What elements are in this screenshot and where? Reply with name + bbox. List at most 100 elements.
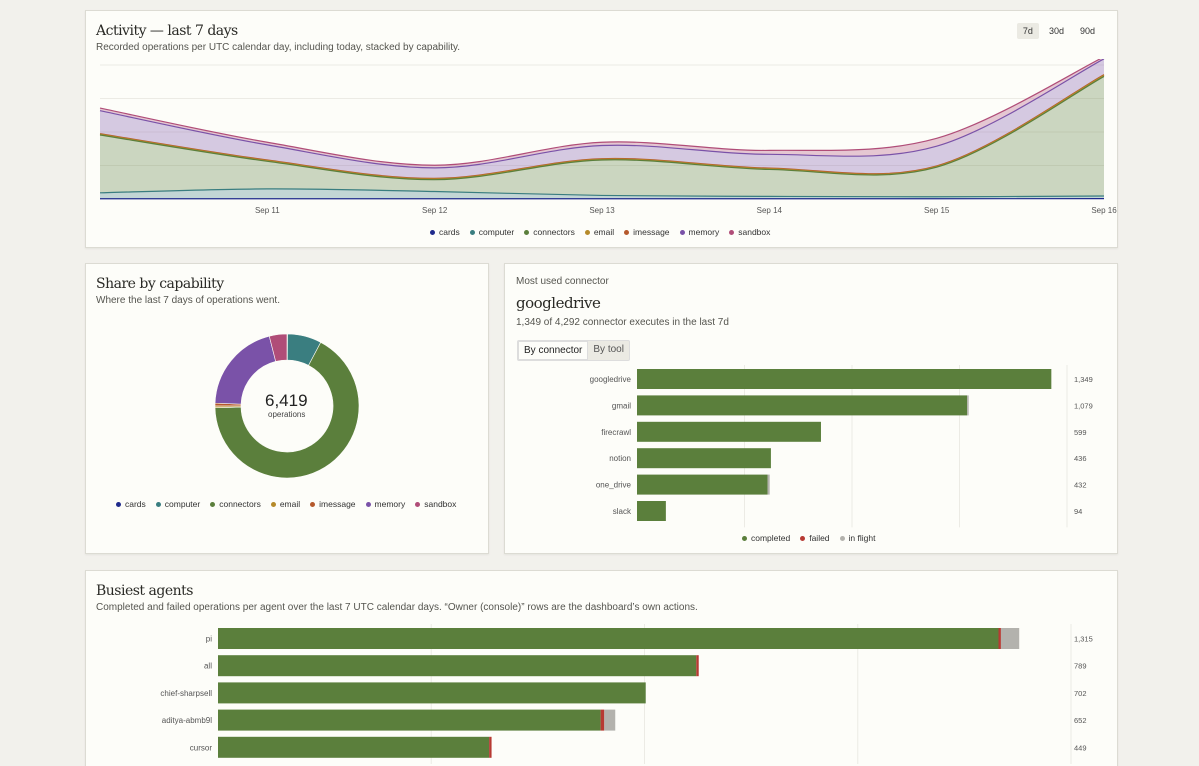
agents-bar-chart: pi 1,315 all 789 chief-sharpsell 702 aditya-ab… bbox=[160, 624, 1093, 764]
bar-completed bbox=[218, 709, 601, 731]
area-line-sandbox bbox=[99, 59, 1102, 166]
legend-swatch bbox=[210, 501, 216, 507]
tab-by-tool[interactable]: By tool bbox=[593, 344, 624, 355]
share-title: Share by capability bbox=[96, 276, 224, 292]
legend-item-in-flight: in flight bbox=[839, 533, 876, 543]
activity-area-chart: Sep 11 Sep 12 Sep 13 Sep 14 Sep 15 Sep 16 bbox=[99, 59, 1117, 215]
activity-legend: cards computer connectors email imessage memo… bbox=[430, 227, 770, 237]
legend-swatch bbox=[729, 229, 735, 235]
bar-value-label: 94 bbox=[1074, 507, 1082, 516]
bar-completed bbox=[637, 421, 821, 442]
legend-label: connectors bbox=[219, 499, 261, 509]
x-tick-label: Sep 16 bbox=[1091, 206, 1117, 215]
legend-item-cards: cards bbox=[116, 499, 146, 509]
bar-value-label: 1,315 bbox=[1074, 635, 1093, 644]
x-tick-label: Sep 14 bbox=[757, 206, 783, 215]
area-line-memory bbox=[99, 59, 1105, 169]
activity-subtitle: Recorded operations per UTC calendar day… bbox=[96, 42, 461, 53]
legend-swatch bbox=[310, 501, 316, 507]
bar-value-label: 652 bbox=[1074, 716, 1087, 725]
share-card: Share by capability Where the last 7 day… bbox=[85, 263, 489, 554]
bar-in-flight bbox=[767, 474, 770, 495]
donut-slice-sandbox bbox=[268, 333, 288, 362]
donut-total-label: operations bbox=[268, 410, 306, 419]
legend-swatch bbox=[430, 229, 435, 235]
connector-card: Most used connector googledrive 1,349 of… bbox=[504, 263, 1118, 554]
area-line-imessage bbox=[99, 74, 1105, 179]
legend-swatch bbox=[270, 501, 276, 507]
legend-swatch bbox=[679, 229, 685, 235]
agents-card: Busiest agents Completed and failed oper… bbox=[85, 570, 1118, 766]
range-7d-button[interactable]: 7d bbox=[1016, 23, 1039, 39]
legend-label: memory bbox=[688, 227, 720, 237]
legend-item-email: email bbox=[584, 227, 615, 237]
bar-completed bbox=[637, 501, 666, 521]
bar-value-label: 599 bbox=[1074, 428, 1087, 437]
legend-item-completed: completed bbox=[742, 533, 790, 543]
legend-label: imessage bbox=[319, 499, 356, 509]
bar-failed bbox=[600, 709, 605, 731]
area-connectors bbox=[100, 76, 1104, 197]
x-tick-label: Sep 13 bbox=[589, 206, 615, 215]
activity-title: Activity — last 7 days bbox=[96, 23, 238, 39]
legend-label: computer bbox=[164, 499, 201, 509]
area-line-email bbox=[99, 74, 1105, 180]
legend-swatch bbox=[116, 501, 121, 507]
legend-item-cards: cards bbox=[430, 227, 460, 237]
range-90d-button[interactable]: 90d bbox=[1079, 26, 1095, 36]
legend-item-connectors: connectors bbox=[524, 227, 575, 237]
area-memory bbox=[100, 59, 1104, 179]
bar-completed bbox=[637, 395, 968, 416]
activity-card: Activity — last 7 days Recorded operatio… bbox=[85, 10, 1118, 248]
legend-label: failed bbox=[809, 533, 830, 543]
legend-label: cards bbox=[439, 227, 460, 237]
bar-in-flight bbox=[967, 395, 969, 416]
bar-category-label: chief-sharpsell bbox=[160, 689, 212, 698]
bar-completed bbox=[218, 628, 999, 649]
bar-category-label: gmail bbox=[612, 401, 631, 410]
agents-title: Busiest agents bbox=[96, 583, 193, 599]
legend-label: cards bbox=[125, 499, 146, 509]
legend-label: connectors bbox=[533, 227, 575, 237]
legend-label: email bbox=[593, 227, 615, 237]
bar-category-label: pi bbox=[206, 635, 212, 644]
legend-label: sandbox bbox=[738, 227, 771, 237]
legend-swatch bbox=[742, 535, 747, 541]
bar-value-label: 702 bbox=[1074, 689, 1087, 698]
bar-failed bbox=[696, 655, 699, 677]
bar-value-label: 436 bbox=[1074, 454, 1087, 463]
bar-completed bbox=[637, 474, 768, 495]
legend-swatch bbox=[365, 501, 371, 507]
bar-category-label: all bbox=[204, 662, 212, 671]
x-tick-label: Sep 12 bbox=[422, 206, 448, 215]
bar-value-label: 432 bbox=[1074, 481, 1087, 490]
donut-slice-connectors bbox=[214, 341, 360, 479]
bar-category-label: slack bbox=[613, 507, 632, 516]
bar-category-label: one_drive bbox=[596, 481, 632, 490]
legend-item-sandbox: sandbox bbox=[729, 227, 770, 237]
legend-label: email bbox=[279, 499, 301, 509]
connector-bar-chart: googledrive 1,349 gmail 1,079 firecrawl 599 no… bbox=[590, 365, 1093, 528]
bar-completed bbox=[218, 736, 490, 758]
legend-swatch bbox=[839, 535, 845, 541]
bar-value-label: 1,349 bbox=[1074, 375, 1093, 384]
legend-label: computer bbox=[478, 227, 515, 237]
agents-subtitle: Completed and failed operations per agen… bbox=[96, 602, 698, 613]
bar-failed bbox=[998, 628, 1001, 649]
legend-item-computer: computer bbox=[155, 499, 201, 509]
legend-swatch bbox=[524, 229, 530, 235]
legend-item-email: email bbox=[270, 499, 301, 509]
legend-label: imessage bbox=[633, 227, 670, 237]
share-subtitle: Where the last 7 days of operations went… bbox=[96, 295, 280, 306]
legend-label: sandbox bbox=[424, 499, 457, 509]
connector-view-toggle: By connector By tool bbox=[517, 340, 630, 361]
tab-by-connector[interactable]: By connector bbox=[518, 341, 589, 360]
range-30d-button[interactable]: 30d bbox=[1048, 26, 1064, 36]
legend-item-computer: computer bbox=[469, 227, 515, 237]
bar-category-label: notion bbox=[609, 454, 631, 463]
bar-failed bbox=[489, 736, 492, 758]
legend-label: memory bbox=[374, 499, 406, 509]
legend-label: in flight bbox=[848, 533, 876, 543]
bar-value-label: 449 bbox=[1074, 743, 1087, 752]
legend-swatch bbox=[800, 535, 806, 541]
